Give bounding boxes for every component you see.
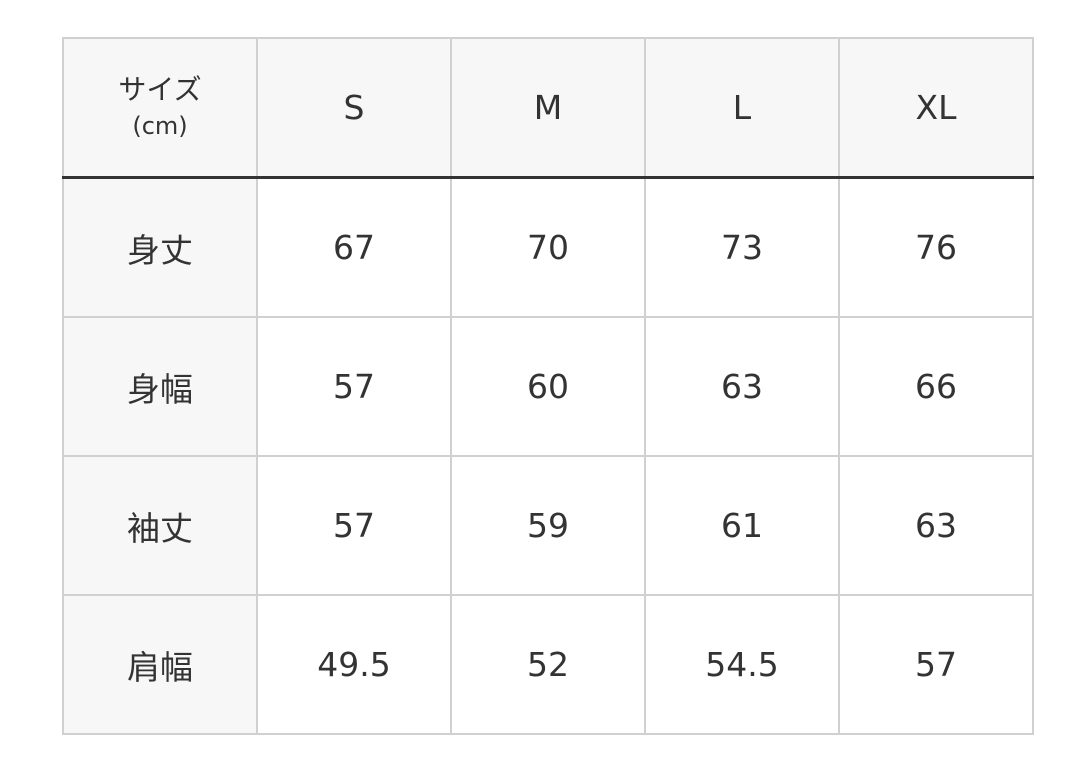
row-label: 身幅 — [62, 316, 258, 457]
measurement-cell: 59 — [450, 455, 646, 596]
corner-header-cell: サイズ (cm) — [62, 37, 258, 179]
size-header-l: L — [644, 37, 840, 179]
measurement-cell: 60 — [450, 316, 646, 457]
measurement-cell: 57 — [838, 594, 1034, 735]
row-label: 袖丈 — [62, 455, 258, 596]
measurement-cell: 49.5 — [256, 594, 452, 735]
table-row: 身幅 57 60 63 66 — [62, 316, 1034, 457]
measurement-cell: 76 — [838, 176, 1034, 318]
measurement-cell: 61 — [644, 455, 840, 596]
table-row: 身丈 67 70 73 76 — [62, 176, 1034, 318]
measurement-cell: 73 — [644, 176, 840, 318]
measurement-cell: 67 — [256, 176, 452, 318]
row-label: 身丈 — [62, 176, 258, 318]
measurement-cell: 57 — [256, 455, 452, 596]
measurement-cell: 70 — [450, 176, 646, 318]
header-row: サイズ (cm) S M L XL — [62, 37, 1034, 179]
measurement-cell: 66 — [838, 316, 1034, 457]
size-header-xl: XL — [838, 37, 1034, 179]
table-row: 袖丈 57 59 61 63 — [62, 455, 1034, 596]
measurement-cell: 63 — [644, 316, 840, 457]
size-chart-table: サイズ (cm) S M L XL 身丈 67 70 73 76 身幅 57 60 63 66 袖丈… — [62, 37, 1034, 735]
measurement-cell: 52 — [450, 594, 646, 735]
size-header-m: M — [450, 37, 646, 179]
measurement-cell: 63 — [838, 455, 1034, 596]
measurement-cell: 57 — [256, 316, 452, 457]
measurement-cell: 54.5 — [644, 594, 840, 735]
unit-label: (cm) — [132, 111, 188, 140]
size-header-s: S — [256, 37, 452, 179]
row-label: 肩幅 — [62, 594, 258, 735]
size-label: サイズ — [118, 72, 202, 106]
table-row: 肩幅 49.5 52 54.5 57 — [62, 594, 1034, 735]
